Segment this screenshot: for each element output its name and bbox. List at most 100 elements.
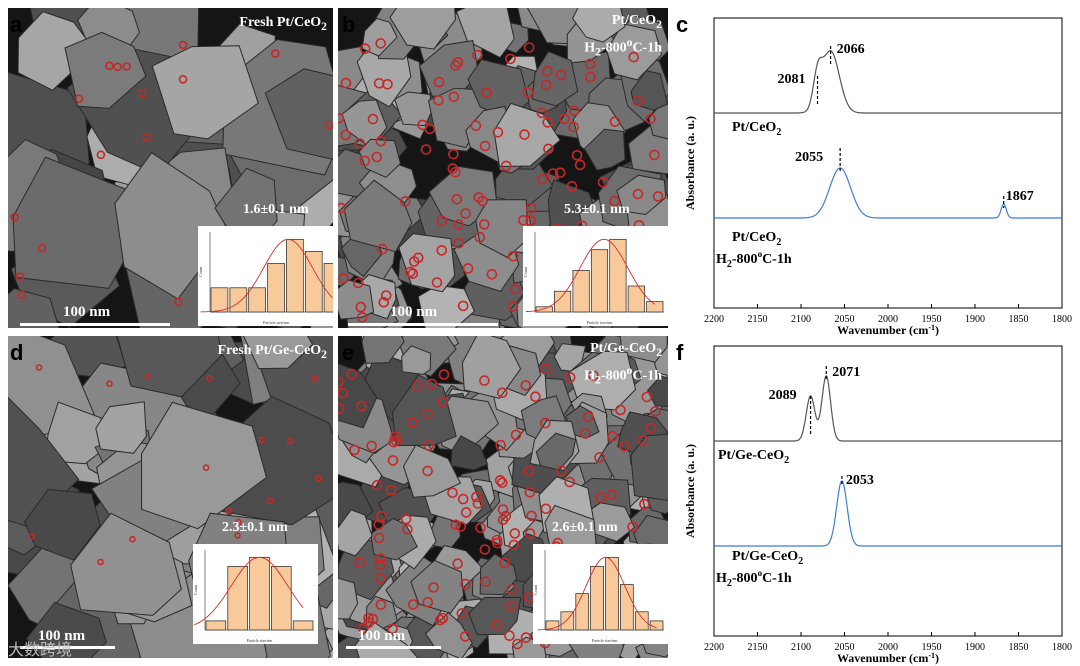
pt-marker: [609, 116, 621, 127]
hist-bar: [271, 566, 292, 631]
em-particle: [648, 101, 668, 140]
em-particle: [70, 512, 182, 616]
pt-marker: [537, 174, 548, 185]
pt-marker: [97, 558, 104, 566]
pt-marker: [375, 38, 387, 49]
pt-marker: [524, 528, 536, 539]
em-particle: [450, 435, 489, 471]
panel-letter-e: e: [342, 340, 355, 365]
hist-ylabel: Count: [533, 584, 538, 595]
em-particle: [264, 68, 333, 160]
ir-ylabel: Absorbance (a. u.): [683, 444, 697, 538]
pt-marker: [479, 219, 490, 230]
ir-peak-label: 2066: [837, 42, 865, 57]
em-title-e: Pt/Ge-CeO2 H2-800oC-1h: [584, 340, 662, 389]
pt-marker: [632, 95, 644, 107]
hist-bar: [323, 263, 333, 313]
pt-marker: [525, 202, 537, 214]
hist-bar: [620, 584, 634, 631]
panel-letter-c: c: [676, 12, 689, 37]
hist-bar: [210, 287, 229, 313]
ir-xtick-label: 1850: [1009, 642, 1029, 653]
pt-marker: [338, 387, 349, 399]
em-title-e-l2-h: H: [584, 368, 596, 384]
pt-marker: [28, 533, 36, 540]
pt-marker: [505, 53, 516, 65]
ir-series-label-bottom-2: H2-800oC-1h: [716, 568, 792, 589]
pt-marker: [408, 256, 420, 267]
pt-marker: [17, 290, 27, 300]
pt-marker: [356, 311, 368, 323]
pt-marker: [457, 493, 469, 505]
pt-marker: [426, 378, 438, 390]
ir-peak-label: 2081: [778, 72, 806, 87]
pt-marker: [225, 507, 233, 515]
pt-marker: [615, 404, 626, 416]
pt-marker: [506, 584, 517, 595]
histogram-a: Particle size/nm Count: [198, 226, 333, 326]
pt-marker: [286, 437, 294, 445]
ir-xtick-label: 1950: [922, 642, 942, 653]
pt-marker: [486, 268, 498, 280]
pt-marker: [460, 578, 471, 590]
scale-bar-e: [346, 646, 441, 649]
ir-peak-label: 2053: [846, 473, 874, 488]
pt-marker: [378, 296, 390, 308]
hist-bar: [634, 611, 649, 631]
pt-marker: [174, 297, 183, 307]
em-particle: [394, 91, 432, 127]
hist-bar: [627, 285, 645, 313]
em-panel-d: Fresh Pt/Ge-CeO2 2.3±0.1 nm Particle siz…: [8, 336, 333, 658]
pt-marker: [422, 408, 433, 420]
em-title-d: Fresh Pt/Ge-CeO2: [218, 342, 327, 364]
em-title-e-l1-text: Pt/Ge-CeO: [590, 341, 657, 356]
pt-marker: [480, 576, 491, 587]
pt-marker: [424, 123, 436, 135]
hist-bar: [572, 270, 590, 313]
pt-marker: [495, 439, 506, 451]
pt-marker: [356, 400, 367, 412]
pt-marker: [540, 417, 551, 429]
pt-marker: [512, 638, 523, 650]
pt-marker: [505, 600, 517, 612]
pt-marker: [15, 272, 25, 281]
em-particle: [25, 601, 107, 658]
ir-xtick-label: 1900: [965, 642, 985, 653]
em-particle: [338, 363, 378, 429]
pt-marker: [594, 452, 605, 463]
hist-bar: [535, 306, 553, 313]
hist-bar: [249, 556, 270, 631]
histogram-b: Particle size/nm Count: [523, 226, 668, 326]
pt-marker: [258, 436, 266, 444]
pt-marker: [540, 363, 551, 375]
ir-series-top: [714, 49, 1062, 114]
pt-marker: [270, 49, 280, 58]
pt-marker: [359, 155, 371, 167]
pt-marker: [497, 477, 508, 488]
size-label-d: 2.3±0.1 nm: [222, 520, 288, 535]
pt-marker: [389, 431, 401, 442]
hist-bar: [292, 620, 314, 631]
em-particle: [358, 138, 402, 178]
pt-marker: [479, 544, 491, 555]
ir-panel-c: 2200 2150 2100 2050 2000 1950 1900 1850 1800 Wave…: [672, 8, 1080, 338]
ir-xtick-label: 1800: [1052, 314, 1072, 325]
pt-marker: [437, 612, 449, 624]
size-label-b: 5.3±0.1 nm: [564, 202, 630, 217]
scale-text-b: 100 nm: [390, 304, 438, 320]
ir-xtick-label: 2100: [791, 314, 811, 325]
ir-xtick-label: 2050: [835, 314, 855, 325]
em-particle: [417, 284, 476, 328]
em-title-b-l1-sub: 2: [656, 17, 662, 31]
em-particle: [64, 31, 147, 109]
hist-bar: [605, 556, 619, 631]
pt-marker: [412, 380, 424, 391]
pt-marker: [460, 631, 471, 642]
scale-bar-a: [20, 323, 170, 326]
pt-marker: [494, 475, 506, 486]
ir-xtick-label: 1950: [922, 314, 942, 325]
pt-marker: [422, 596, 434, 608]
pt-marker: [338, 202, 347, 214]
pt-marker: [349, 444, 360, 456]
pt-marker: [436, 215, 448, 227]
